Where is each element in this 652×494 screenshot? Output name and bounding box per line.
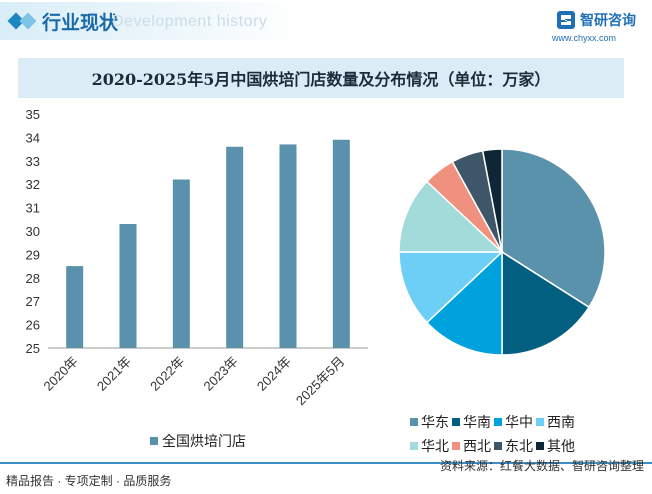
y-tick-label: 30 — [26, 224, 40, 239]
pie-legend-swatch — [452, 418, 460, 426]
footer-tagline: 精品报告 · 专项定制 · 品质服务 — [6, 474, 172, 488]
pie-legend-swatch — [410, 442, 418, 450]
pie-legend-label: 西北 — [463, 438, 491, 454]
section-title: 行业现状 — [42, 13, 119, 34]
pie-slice-其他 — [481, 148, 503, 253]
bar-2020年 — [66, 266, 84, 348]
pie-legend: 华东 华南 华中 西南 华北 西北 东北 其他 — [410, 410, 630, 458]
x-tick-label: 2023年 — [201, 354, 241, 394]
bar-2025年5月 — [332, 139, 350, 348]
pie-legend-row: 华东 华南 华中 西南 — [410, 410, 630, 434]
y-tick-label: 33 — [26, 154, 40, 169]
header-band — [0, 2, 300, 40]
y-tick-label: 27 — [26, 294, 40, 309]
pie-legend-item: 华中 — [494, 412, 533, 432]
bar-2021年 — [119, 223, 137, 348]
y-tick-label: 34 — [26, 130, 40, 145]
pie-slice-华南 — [501, 250, 591, 356]
pie-legend-swatch — [536, 442, 544, 450]
bar-chart: 25 26 27 28 29 30 31 32 33 34 35 2020年 2021年 2022年 202… — [26, 107, 368, 409]
footer: 精品报告 · 专项定制 · 品质服务 资料来源：红餐大数据、智研咨询整理 — [0, 459, 652, 494]
y-tick-label: 32 — [26, 177, 40, 192]
y-tick-label: 31 — [26, 201, 40, 216]
chart-title-bar: 2020-2025年5月中国烘培门店数量及分布情况（单位：万家） — [18, 58, 624, 98]
pie-legend-label: 西南 — [547, 414, 575, 430]
bar-2022年 — [172, 179, 190, 348]
y-tick-label: 29 — [26, 247, 40, 262]
pie-legend-label: 华中 — [505, 414, 533, 430]
bar-2023年 — [226, 146, 244, 348]
pie-legend-label: 华南 — [463, 414, 491, 430]
x-tick-label: 2024年 — [254, 354, 294, 394]
header: 行业现状 Development history 智研咨询 www.chyxx.… — [0, 0, 652, 44]
pie-legend-row: 华北 西北 东北 其他 — [410, 434, 630, 458]
ghost-subtitle: Development history — [112, 13, 268, 30]
data-source: 资料来源：红餐大数据、智研咨询整理 — [439, 459, 644, 473]
pie-legend-label: 华东 — [421, 414, 449, 430]
pie-legend-item: 其他 — [536, 436, 575, 456]
y-tick-label: 25 — [26, 341, 40, 356]
x-tick-label: 2020年 — [41, 354, 81, 394]
pie-legend-item: 西南 — [536, 412, 575, 432]
pie-legend-label: 其他 — [547, 438, 575, 454]
y-tick-label: 26 — [26, 318, 40, 333]
pie-legend-item: 东北 — [494, 436, 533, 456]
chart-title: 2020-2025年5月中国烘培门店数量及分布情况（单位：万家） — [91, 70, 551, 89]
brand-name: 智研咨询 — [580, 12, 636, 28]
pie-legend-item: 华北 — [410, 436, 449, 456]
bar-legend: 全国烘培门店 — [150, 431, 246, 451]
pie-legend-item: 华东 — [410, 412, 449, 432]
y-tick-label: 28 — [26, 271, 40, 286]
pie-legend-item: 西北 — [452, 436, 491, 456]
bar-2024年 — [279, 144, 297, 348]
bar-legend-label: 全国烘培门店 — [162, 433, 246, 449]
pie-legend-swatch — [410, 418, 418, 426]
pie-legend-label: 华北 — [421, 438, 449, 454]
bar-legend-swatch — [150, 437, 158, 445]
pie-legend-item: 华南 — [452, 412, 491, 432]
pie-legend-swatch — [536, 418, 544, 426]
pie-legend-swatch — [494, 418, 502, 426]
pie-slice-华北 — [398, 180, 504, 253]
pie-chart — [398, 148, 606, 356]
pie-legend-label: 东北 — [505, 438, 533, 454]
pie-slice-华中 — [425, 250, 503, 356]
x-tick-label: 2022年 — [147, 354, 187, 394]
x-tick-label: 2025年5月 — [293, 354, 348, 409]
brand-url[interactable]: www.chyxx.com — [552, 33, 617, 43]
x-tick-label: 2021年 — [94, 354, 134, 394]
footer-rule — [0, 462, 652, 464]
pie-legend-swatch — [452, 442, 460, 450]
pie-legend-swatch — [494, 442, 502, 450]
brand-logo-icon — [557, 11, 575, 29]
y-tick-label: 35 — [26, 107, 40, 122]
pie-slice-西南 — [398, 251, 504, 324]
